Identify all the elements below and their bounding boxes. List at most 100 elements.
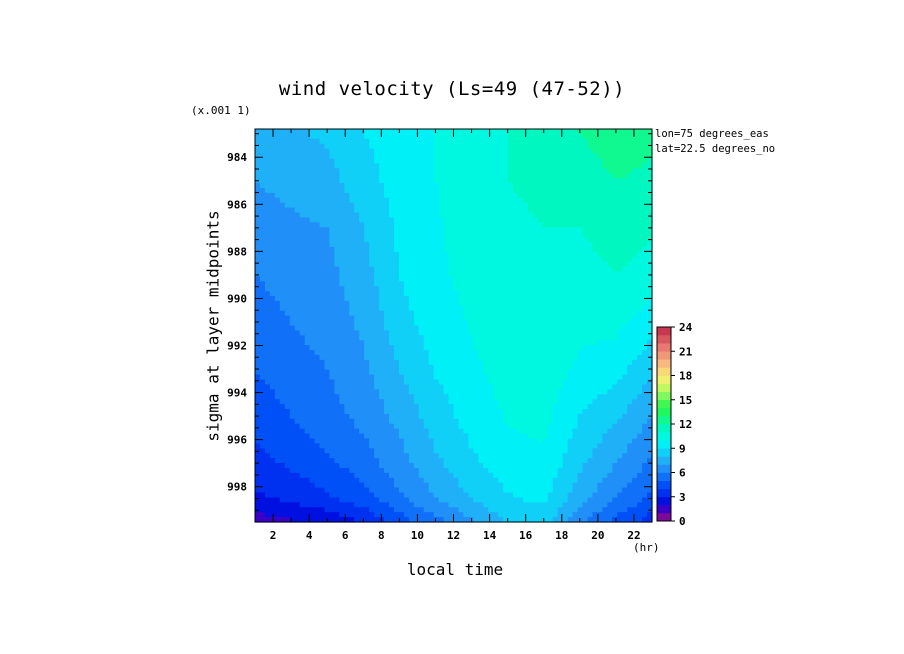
contour-cell (314, 163, 321, 169)
contour-cell (423, 335, 430, 341)
contour-cell (384, 394, 390, 400)
contour-cell (483, 138, 489, 145)
contour-cell (274, 418, 281, 425)
contour-cell (557, 183, 564, 189)
contour-cell (255, 138, 261, 145)
contour-cell (532, 325, 539, 332)
contour-cell (304, 158, 311, 164)
contour-cell (647, 325, 653, 332)
contour-cell (453, 276, 460, 282)
contour-cell (438, 350, 445, 356)
contour-cell (463, 276, 469, 282)
contour-cell (503, 369, 509, 376)
contour-cell (508, 276, 514, 282)
contour-cell (617, 350, 623, 356)
contour-cell (349, 374, 355, 381)
contour-cell (329, 143, 335, 150)
contour-cell (319, 325, 326, 332)
contour-cell (284, 256, 291, 263)
contour-cell (294, 153, 301, 160)
contour-cell (572, 168, 579, 174)
contour-cell (488, 286, 494, 292)
contour-cell (269, 433, 276, 440)
contour-cell (498, 354, 504, 361)
contour-cell (607, 183, 613, 189)
contour-cell (478, 286, 484, 292)
contour-cell (309, 320, 316, 327)
contour-cell (498, 350, 504, 356)
contour-cell (468, 423, 474, 430)
contour-cell (562, 173, 569, 179)
contour-cell (493, 409, 499, 415)
contour-cell (289, 227, 296, 233)
contour-cell (269, 399, 276, 405)
contour-cell (324, 168, 331, 174)
contour-cell (403, 418, 410, 425)
contour-cell (413, 232, 420, 238)
contour-cell (433, 413, 440, 420)
contour-cell (349, 246, 355, 253)
contour-cell (349, 394, 355, 400)
contour-cell (274, 129, 281, 135)
contour-cell (567, 345, 574, 351)
contour-cell (304, 374, 311, 381)
contour-cell (622, 133, 628, 140)
contour-cell (349, 350, 355, 356)
contour-cell (582, 428, 589, 435)
contour-cell (513, 374, 519, 381)
contour-cell (552, 207, 559, 214)
contour-cell (324, 330, 331, 336)
contour-cell (304, 315, 311, 322)
contour-cell (324, 187, 331, 194)
contour-cell (577, 354, 584, 361)
contour-cell (448, 423, 455, 430)
contour-cell (329, 232, 335, 238)
contour-cell (527, 315, 534, 322)
contour-cell (314, 379, 321, 386)
contour-cell (518, 251, 524, 258)
contour-cell (344, 404, 350, 410)
contour-cell (309, 271, 316, 277)
contour-cell (612, 207, 618, 214)
contour-cell (503, 359, 509, 366)
contour-cell (398, 212, 405, 219)
contour-cell (349, 237, 355, 243)
contour-cell (642, 413, 648, 420)
contour-cell (294, 143, 301, 150)
contour-cell (537, 251, 544, 258)
contour-cell (552, 404, 559, 410)
contour-cell (314, 315, 321, 322)
contour-cell (309, 413, 316, 420)
contour-cell (443, 212, 450, 219)
contour-cell (627, 222, 633, 228)
contour-cell (478, 325, 484, 332)
contour-cell (309, 237, 316, 243)
contour-cell (274, 202, 281, 209)
contour-cell (577, 217, 584, 223)
contour-cell (453, 325, 460, 332)
contour-cell (463, 286, 469, 292)
contour-cell (607, 350, 613, 356)
contour-cell (567, 315, 574, 322)
contour-cell (319, 202, 326, 209)
contour-cell (255, 315, 261, 322)
contour-cell (448, 148, 455, 155)
contour-cell (379, 133, 385, 140)
contour-cell (508, 345, 514, 351)
contour-cell (537, 256, 544, 263)
contour-cell (319, 291, 326, 297)
contour-cell (483, 202, 489, 209)
contour-cell (269, 281, 276, 287)
contour-cell (438, 369, 445, 376)
contour-cell (642, 138, 648, 145)
contour-cell (255, 384, 261, 390)
contour-cell (642, 217, 648, 223)
contour-cell (627, 305, 633, 312)
contour-cell (518, 256, 524, 263)
contour-cell (503, 192, 509, 199)
contour-cell (453, 202, 460, 209)
contour-cell (374, 300, 380, 307)
contour-cell (359, 207, 365, 214)
contour-cell (498, 330, 504, 336)
contour-cell (562, 340, 569, 346)
